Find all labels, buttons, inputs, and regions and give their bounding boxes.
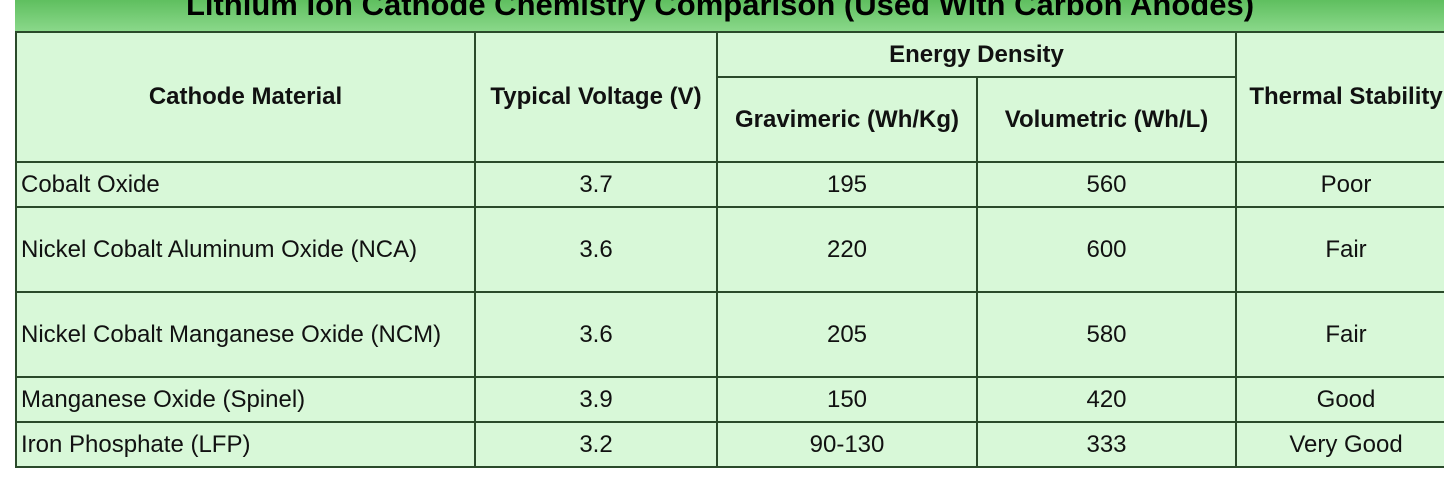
table-cell: 600 <box>975 206 1238 293</box>
header-cell: Gravimeric (Wh/Kg) <box>716 76 978 163</box>
table-cell: 3.9 <box>474 376 718 423</box>
table-row: Nickel Cobalt Manganese Oxide (NCM) 3.6 20… <box>15 291 1444 378</box>
table-cell: 420 <box>975 376 1238 423</box>
table-cell: 580 <box>975 291 1238 378</box>
table-cell: 205 <box>716 291 978 378</box>
table-row: Nickel Cobalt Aluminum Oxide (NCA) 3.6 220… <box>15 206 1444 293</box>
title-bar: Lithium Ion Cathode Chemistry Comparison… <box>15 0 1444 33</box>
table-cell: 3.6 <box>474 206 718 293</box>
table-row: Manganese Oxide (Spinel) 3.9 150 420 Good <box>15 376 1444 423</box>
table-cell: 333 <box>975 421 1238 468</box>
table-cell: Fair <box>1235 291 1444 378</box>
table-cell: Fair <box>1235 206 1444 293</box>
comparison-table: Cathode Material Typical Voltage (V) Ene… <box>15 31 1444 468</box>
table-cell: 220 <box>716 206 978 293</box>
table-cell: Poor <box>1235 161 1444 208</box>
table-cell: 195 <box>716 161 978 208</box>
header-cell: Volumetric (Wh/L) <box>975 76 1238 163</box>
table-row: Cobalt Oxide 3.7 195 560 Poor <box>15 161 1444 208</box>
header-cell: Typical Voltage (V) <box>474 31 718 163</box>
table-cell: 150 <box>716 376 978 423</box>
table-cell: 3.7 <box>474 161 718 208</box>
header-cell: Thermal Stability <box>1235 31 1444 163</box>
table-cell: Good <box>1235 376 1444 423</box>
table-body: Cobalt Oxide 3.7 195 560 Poor Nickel Cobalt A… <box>15 161 1444 468</box>
table-cell: 90-130 <box>716 421 978 468</box>
table-cell: Nickel Cobalt Manganese Oxide (NCM) <box>15 291 476 378</box>
table-row: Iron Phosphate (LFP) 3.2 90-130 333 Very Goo… <box>15 421 1444 468</box>
table-cell: Nickel Cobalt Aluminum Oxide (NCA) <box>15 206 476 293</box>
title: Lithium Ion Cathode Chemistry Comparison… <box>185 0 1255 22</box>
table-cell: Cobalt Oxide <box>15 161 476 208</box>
table-cell: 3.2 <box>474 421 718 468</box>
table-cell: 560 <box>975 161 1238 208</box>
header-cell: Energy Density <box>715 31 1238 78</box>
table-cell: 3.6 <box>474 291 718 378</box>
header-cell: Cathode Material <box>15 31 476 163</box>
table-cell: Iron Phosphate (LFP) <box>15 421 476 468</box>
table-cell: Manganese Oxide (Spinel) <box>15 376 476 423</box>
table-cell: Very Good <box>1235 421 1444 468</box>
